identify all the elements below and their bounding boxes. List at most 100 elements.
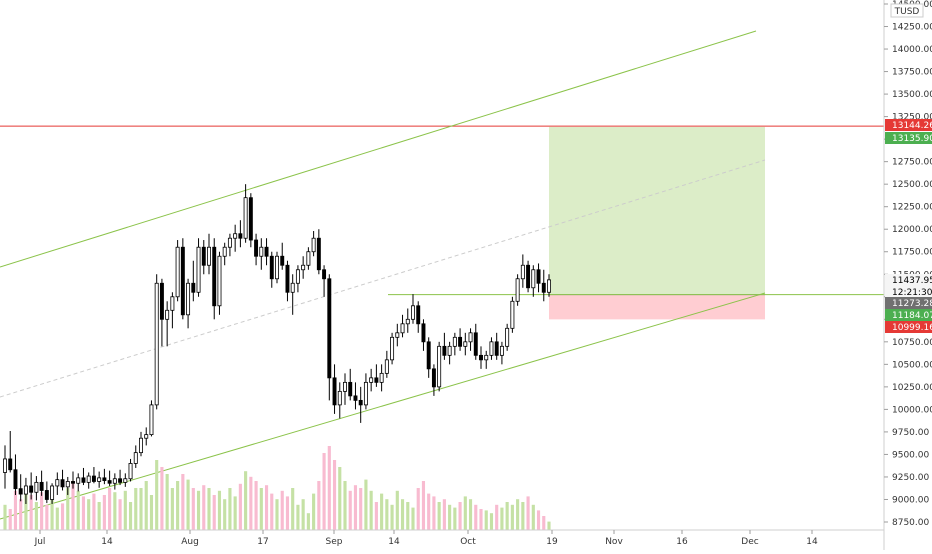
candle (505, 323, 510, 351)
volume-bar (516, 499, 520, 530)
volume-bar (128, 502, 133, 530)
candle-body (191, 282, 196, 293)
y-tick-label: 14250.00 (892, 23, 932, 33)
candle (128, 458, 133, 482)
x-tick-label: 14 (388, 537, 400, 547)
price-label-target: 13135.90 (885, 132, 932, 144)
volume-bar (343, 481, 347, 530)
candle (526, 260, 531, 293)
volume-bar (332, 460, 337, 530)
volume-bar (547, 521, 551, 530)
candle (463, 332, 468, 356)
lower-channel-line (0, 292, 766, 520)
volume-bar (71, 481, 75, 530)
candle (118, 469, 123, 486)
volume-bar (34, 502, 38, 530)
y-tick-label: 14000.00 (892, 45, 932, 55)
volume-bar (249, 476, 253, 530)
candle (295, 265, 300, 293)
candle-body (123, 478, 128, 483)
candle-body (411, 305, 415, 320)
candle-body (327, 278, 332, 379)
volume-bar (406, 502, 410, 530)
candle (50, 483, 55, 504)
candle-body (458, 336, 463, 347)
volume-bar (3, 504, 7, 530)
candle (175, 240, 180, 302)
candle (233, 224, 238, 252)
candle (327, 274, 332, 401)
price-label-text: 11184.07 (892, 311, 932, 321)
candle (510, 296, 515, 333)
price-label-stop_level: 11184.07 (885, 309, 932, 321)
candle-body (384, 359, 389, 374)
candle-body (165, 309, 170, 320)
candle (547, 274, 551, 297)
candle-body (18, 488, 23, 495)
candle-body (86, 475, 91, 483)
candle (39, 470, 44, 496)
candle-body (180, 246, 185, 316)
candle-body (505, 327, 510, 347)
candle (139, 431, 143, 457)
candle-body (243, 197, 248, 239)
candle (149, 400, 154, 437)
volume-bar (50, 499, 54, 530)
y-axis-ticks[interactable]: 14500.0014250.0014000.0013750.0013500.00… (884, 0, 932, 528)
x-axis-ticks[interactable]: Jul 14 Aug 17 Sep 14 Oct 19 Nov 16 Dec 14 (34, 530, 818, 547)
candle-body (353, 395, 358, 401)
candle (484, 350, 489, 369)
candle-body (248, 197, 253, 241)
volume-bar (264, 485, 269, 530)
price-label-box (885, 119, 932, 131)
candle (238, 220, 243, 248)
volume-bar (223, 499, 227, 530)
volume-bar (196, 490, 201, 530)
volume-bar (29, 495, 33, 530)
volume-bar (395, 490, 399, 530)
candle-body (201, 246, 206, 266)
candle (400, 314, 405, 338)
price-labels: 13144.26 13135.90 11437.95 12:21:3011273.28… (885, 119, 932, 333)
candle-body (322, 269, 327, 280)
candle-body (3, 458, 7, 473)
volume-bar (202, 485, 206, 530)
candle (222, 242, 227, 266)
y-tick-label: 9250.00 (892, 473, 929, 483)
candle (123, 473, 128, 487)
candle-body (112, 478, 117, 484)
candle-body (50, 485, 55, 500)
candle-body (473, 332, 478, 356)
volume-bar (144, 481, 148, 530)
candle-body (531, 269, 536, 289)
candle-body (144, 434, 149, 439)
candle (353, 382, 358, 410)
volume-bar (155, 460, 159, 530)
candle-body (8, 458, 13, 471)
candle (165, 301, 170, 347)
candle-body (463, 341, 468, 347)
candle (306, 247, 311, 270)
volume-bar (463, 496, 467, 530)
candles (3, 184, 551, 504)
volume-bar (296, 504, 300, 530)
candle (374, 364, 379, 387)
candle-body (405, 318, 410, 325)
candle (290, 274, 295, 315)
candle-body (343, 381, 347, 392)
candle (55, 472, 60, 495)
candle (343, 373, 347, 405)
volume-bar (66, 488, 70, 530)
candle (395, 323, 400, 347)
candle-body (44, 490, 49, 500)
candle-body (489, 341, 494, 356)
candle (248, 193, 253, 248)
candle-body (494, 341, 499, 356)
candle-body (290, 282, 295, 293)
candle (536, 263, 541, 293)
axes (0, 0, 885, 550)
volume-bar (280, 490, 284, 530)
volume-bar (495, 504, 499, 530)
